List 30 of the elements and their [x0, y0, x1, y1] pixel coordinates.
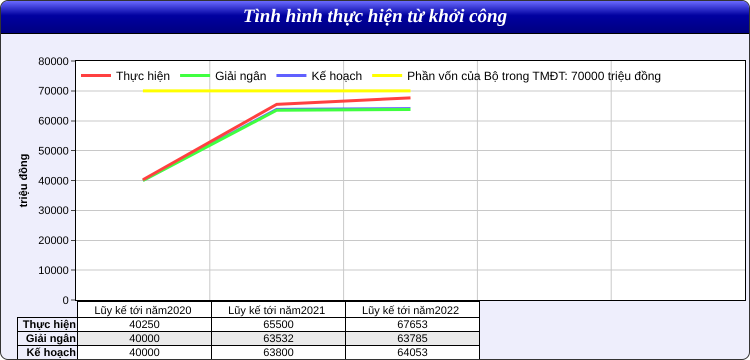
data-label: 40000	[78, 346, 212, 360]
x-tick-label: Lũy kế tới năm2021	[228, 305, 326, 318]
text: Giải ngân	[26, 332, 76, 344]
data-label: 40250	[78, 318, 212, 332]
x-tick-label: Lũy kế tới năm2020	[94, 305, 192, 318]
y-tick-label: 30000	[38, 205, 69, 218]
data-label: 40000	[78, 332, 212, 346]
legend-label: Kế hoạch	[311, 69, 362, 84]
text: Thực hiện	[22, 318, 76, 330]
y-tick-label: 60000	[38, 116, 69, 128]
x-tick-label: Lũy kế tới năm2022	[362, 305, 460, 318]
legend-label: Thực hiện	[116, 69, 170, 84]
y-tick-label: 10000	[38, 264, 69, 277]
text: Kế hoạch	[26, 346, 76, 358]
data-label: 65500	[212, 318, 346, 332]
chart-title: Tình hình thực hiện từ khởi công	[1, 1, 749, 34]
data-label: 67653	[346, 318, 480, 332]
legend-label: Phần vốn của Bộ trong TMĐT: 70000 triệu đồng	[407, 69, 662, 84]
y-tick-label: 70000	[38, 86, 69, 98]
y-tick-label: 50000	[38, 145, 69, 158]
legend-label: Giải ngân	[215, 69, 266, 84]
data-label: 63800	[212, 346, 346, 360]
y-tick-label: 0	[62, 294, 69, 307]
data-label: 63532	[212, 332, 346, 346]
y-tick-label: 80000	[38, 56, 69, 68]
data-label: 64053	[346, 346, 480, 360]
y-axis-title: triệu đồng	[18, 154, 30, 208]
y-tick-label: 40000	[38, 175, 69, 188]
data-label: 63785	[346, 332, 480, 346]
y-tick-label: 20000	[38, 235, 69, 248]
